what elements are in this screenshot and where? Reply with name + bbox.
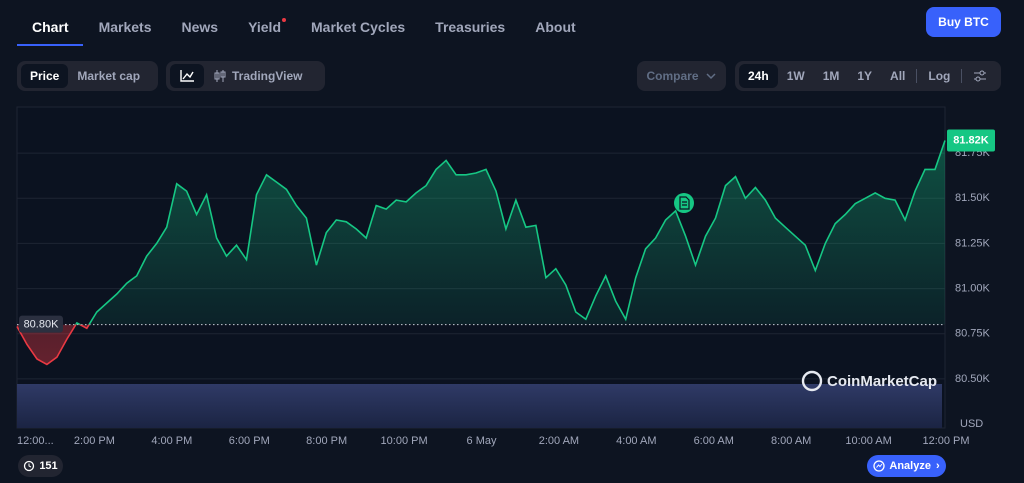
x-tick-label: 2:00 AM <box>539 435 579 447</box>
chevron <box>705 73 716 80</box>
baseline-tag <box>19 315 63 333</box>
analyze-button[interactable]: Analyze › <box>867 455 946 477</box>
buy-button[interactable]: Buy BTC <box>926 7 1001 37</box>
range-toggle: 24h 1W 1M 1Y All Log <box>735 61 1001 91</box>
y-tick-label: 81.00K <box>955 282 991 294</box>
x-tick-label: 4:00 PM <box>151 435 192 447</box>
x-tick-label: 10:00 PM <box>381 435 428 447</box>
compare-dropdown[interactable]: Compare <box>637 61 726 91</box>
x-tick-label: 12:00 PM <box>922 435 969 447</box>
candle-icon <box>214 70 226 82</box>
mode-toggle: Price Market cap <box>17 61 158 91</box>
chevron: › <box>935 460 940 472</box>
range-button[interactable]: All <box>890 69 906 83</box>
x-tick-label: 10:00 AM <box>845 435 891 447</box>
mode-button[interactable]: Price <box>21 64 69 88</box>
x-tick-label: 8:00 PM <box>306 435 347 447</box>
y-tick-label: 80.75K <box>955 328 991 340</box>
y-tick-label: 81.50K <box>955 192 991 204</box>
area-up <box>75 140 945 325</box>
y-tick-label: 80.50K <box>955 373 991 385</box>
badge-dot <box>282 18 286 22</box>
watermark: CoinMarketCap <box>827 373 937 390</box>
separator <box>961 69 963 83</box>
last-value-label: 81.82K <box>953 134 989 146</box>
settings-icon <box>974 70 987 82</box>
x-tick-label: 8:00 AM <box>771 435 811 447</box>
x-tick-label: 6:00 AM <box>694 435 734 447</box>
nav-item[interactable]: News <box>181 19 219 35</box>
price-line-up <box>74 140 946 325</box>
line-icon-button[interactable] <box>170 64 204 88</box>
analyze-label: Analyze <box>889 460 931 472</box>
note-icon[interactable] <box>674 193 694 213</box>
x-tick-label: 12:00... <box>17 435 54 447</box>
tradingview-label: TradingView <box>232 69 303 83</box>
count-chip[interactable]: 151 <box>18 455 63 477</box>
active-underline <box>17 44 83 46</box>
y-tick-label: 81.25K <box>955 237 991 249</box>
y-unit: USD <box>960 418 983 430</box>
x-tick-label: 4:00 AM <box>616 435 656 447</box>
nav-item[interactable]: Treasuries <box>435 19 506 35</box>
log-button[interactable]: Log <box>928 69 951 83</box>
logo <box>801 370 823 392</box>
count: 151 <box>39 460 58 472</box>
note-glyph <box>679 196 690 210</box>
nav-item[interactable]: About <box>535 19 576 35</box>
nav: Chart Markets News Yield Market Cycles T… <box>32 18 576 35</box>
x-tick-label: 2:00 PM <box>74 435 115 447</box>
last-value-tag <box>947 129 995 152</box>
range-button[interactable]: 1M <box>822 69 840 83</box>
plot-layer: 80.50K80.75K81.00K81.25K81.50K81.75KUSD1… <box>16 129 995 447</box>
nav-item[interactable]: Market Cycles <box>311 19 406 35</box>
volume-band <box>17 384 942 428</box>
nav-item[interactable]: Markets <box>98 19 152 35</box>
baseline-label: 80.80K <box>24 319 60 331</box>
clock-icon <box>24 460 35 472</box>
separator <box>916 69 918 83</box>
range-button[interactable]: 24h <box>739 64 778 88</box>
nav-item[interactable]: Yield <box>248 18 286 35</box>
tradingview-button[interactable]: TradingView <box>204 64 311 88</box>
x-tick-label: 6 May <box>467 435 497 447</box>
compare-label: Compare <box>646 69 699 83</box>
x-tick-label: 6:00 PM <box>229 435 270 447</box>
line-icon <box>180 70 194 82</box>
nav-item-text: Yield <box>248 19 281 35</box>
range-button[interactable]: 1W <box>786 69 805 83</box>
range-button[interactable]: 1Y <box>857 69 873 83</box>
analyze-icon <box>873 460 886 472</box>
nav-item[interactable]: Chart <box>32 19 69 35</box>
mode-button[interactable]: Market cap <box>77 69 141 83</box>
settings-button[interactable] <box>964 64 996 88</box>
chart-style: TradingView <box>166 61 325 91</box>
